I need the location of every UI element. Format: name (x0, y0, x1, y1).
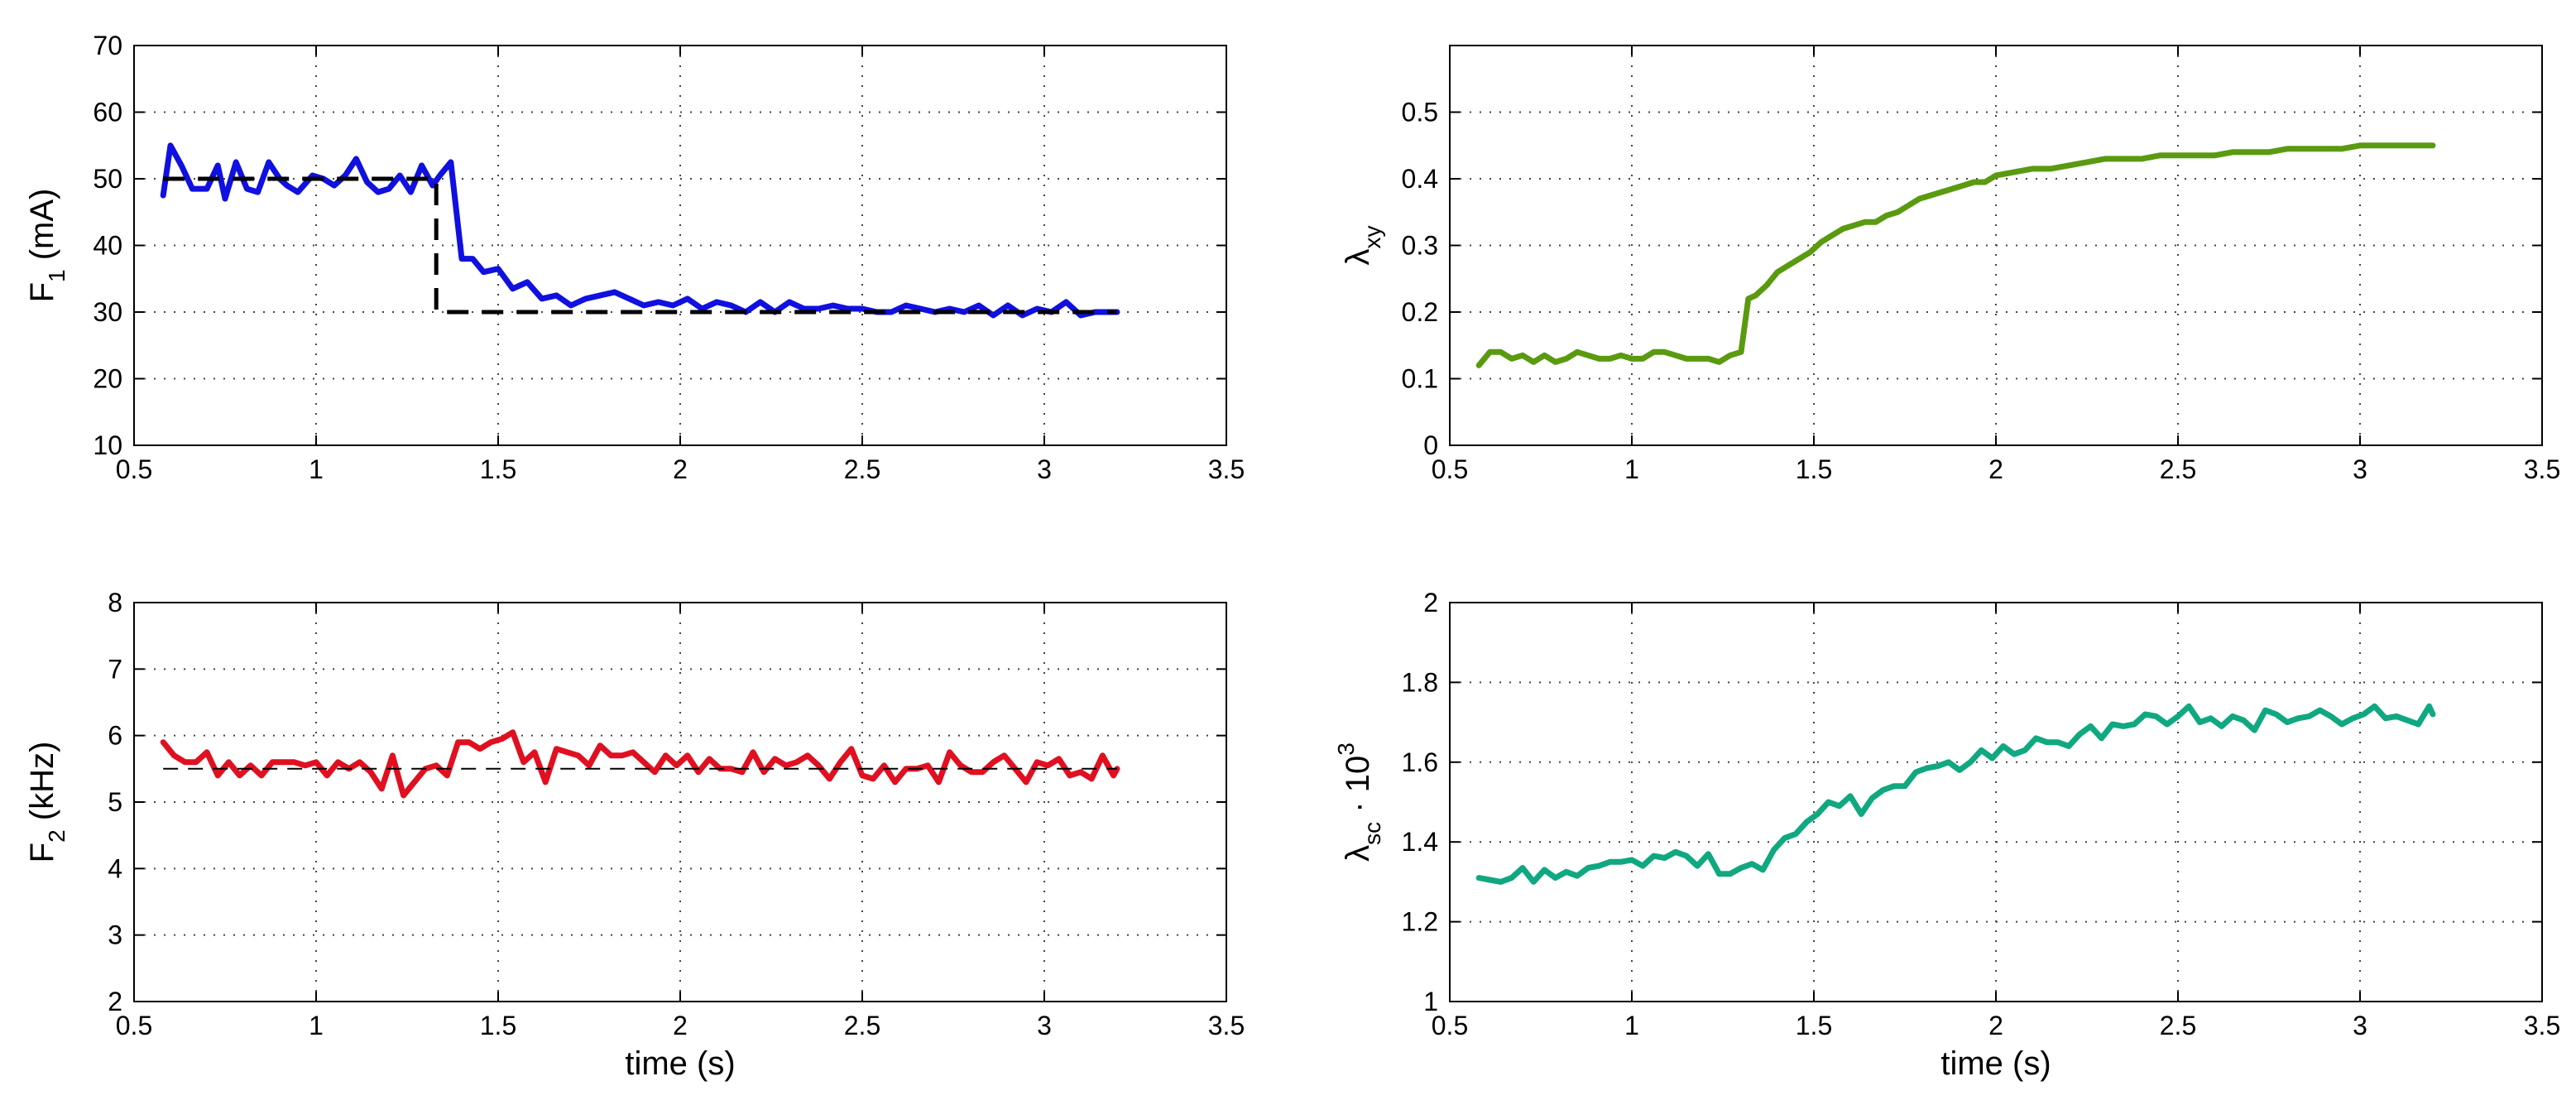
y-axis-label: λsc · 103 (1333, 742, 1385, 862)
x-tick-label: 1 (309, 1011, 324, 1040)
y-tick-label: 5 (108, 787, 122, 817)
x-tick-label: 2.5 (844, 1011, 880, 1040)
y-tick-label: 0.1 (1402, 364, 1438, 394)
x-axis-label: time (s) (625, 1045, 735, 1082)
series-line (160, 729, 1120, 799)
y-tick-label: 2 (1423, 588, 1438, 617)
x-tick-label: 0.5 (1432, 1011, 1468, 1040)
x-axis-label: time (s) (1940, 1045, 2051, 1082)
y-tick-label: 1.6 (1402, 747, 1438, 777)
y-label-subscript: 1 (44, 269, 70, 282)
x-tick-label: 2 (673, 1011, 688, 1040)
x-tick-label: 2 (1988, 1011, 2003, 1040)
y-label-subscript: sc (1360, 822, 1385, 845)
y-tick-label: 0.2 (1402, 297, 1438, 327)
x-tick-label: 3.5 (1208, 1011, 1245, 1040)
y-tick-label: 1.8 (1402, 667, 1438, 697)
x-tick-label: 2 (673, 454, 688, 484)
y-tick-label: 1.4 (1402, 827, 1438, 857)
series-line (160, 142, 1120, 319)
y-tick-label: 0.4 (1402, 164, 1438, 194)
y-tick-label: 8 (108, 588, 122, 617)
x-tick-label: 3 (1037, 454, 1052, 484)
x-tick-label: 2.5 (2160, 1011, 2196, 1040)
x-tick-label: 1.5 (1796, 1011, 1832, 1040)
x-tick-label: 1 (1624, 1011, 1639, 1040)
y-axis-label: F1 (mA) (24, 189, 70, 303)
y-label-subscript: xy (1360, 226, 1385, 249)
x-tick-label: 1.5 (480, 454, 516, 484)
x-tick-label: 2.5 (2160, 454, 2196, 484)
y-tick-label: 10 (93, 430, 122, 460)
y-label-unit: (kHz) (24, 742, 60, 830)
x-tick-label: 2.5 (844, 454, 880, 484)
y-axis-label: λxy (1340, 226, 1385, 266)
y-tick-label: 30 (93, 297, 122, 327)
x-tick-label: 3 (2353, 454, 2367, 484)
y-tick-label: 20 (93, 364, 122, 394)
y-label-main: λ (1340, 845, 1376, 862)
y-label-main: F (24, 843, 60, 862)
y-label-main: λ (1340, 249, 1376, 266)
plot-p2: 0.5 1 1.5 2 2.5 3 3.5 0 0.1 0.2 0.3 0.4 0.5 λxy (1340, 45, 2560, 484)
y-label-superscript: 3 (1333, 742, 1359, 756)
reference-line (163, 176, 1117, 315)
y-tick-label: 4 (108, 853, 122, 883)
y-label-subscript: 2 (44, 829, 70, 843)
series-line (1475, 142, 2436, 368)
y-tick-label: 1.2 (1402, 907, 1438, 937)
x-tick-label: 1.5 (1796, 454, 1832, 484)
x-tick-label: 3.5 (2524, 454, 2560, 484)
x-tick-label: 3.5 (2524, 1011, 2560, 1040)
y-label-unit: (mA) (24, 189, 60, 270)
y-label-unit: · 10 (1340, 756, 1376, 822)
x-tick-label: 1 (1624, 454, 1639, 484)
y-tick-label: 7 (108, 654, 122, 684)
y-tick-label: 50 (93, 164, 122, 194)
y-tick-label: 60 (93, 98, 122, 127)
y-tick-label: 6 (108, 721, 122, 751)
x-tick-label: 2 (1988, 454, 2003, 484)
y-axis-label: F2 (kHz) (24, 742, 70, 863)
x-tick-label: 0.5 (1432, 454, 1468, 484)
x-tick-label: 0.5 (116, 454, 152, 484)
x-tick-label: 3 (1037, 1011, 1052, 1040)
y-tick-label: 40 (93, 231, 122, 261)
y-tick-label: 1 (1423, 987, 1438, 1016)
series-line (1475, 703, 2436, 885)
x-tick-label: 3.5 (1208, 454, 1245, 484)
y-tick-label: 0.3 (1402, 231, 1438, 261)
x-tick-label: 3 (2353, 1011, 2367, 1040)
y-tick-label: 70 (93, 31, 122, 60)
y-tick-label: 0.5 (1402, 98, 1438, 127)
x-tick-label: 0.5 (116, 1011, 152, 1040)
y-tick-label: 2 (108, 987, 122, 1016)
y-tick-label: 3 (108, 920, 122, 950)
y-tick-label: 0 (1423, 430, 1438, 460)
x-tick-label: 1 (309, 454, 324, 484)
x-tick-label: 1.5 (480, 1011, 516, 1040)
y-label-main: F (24, 282, 60, 302)
